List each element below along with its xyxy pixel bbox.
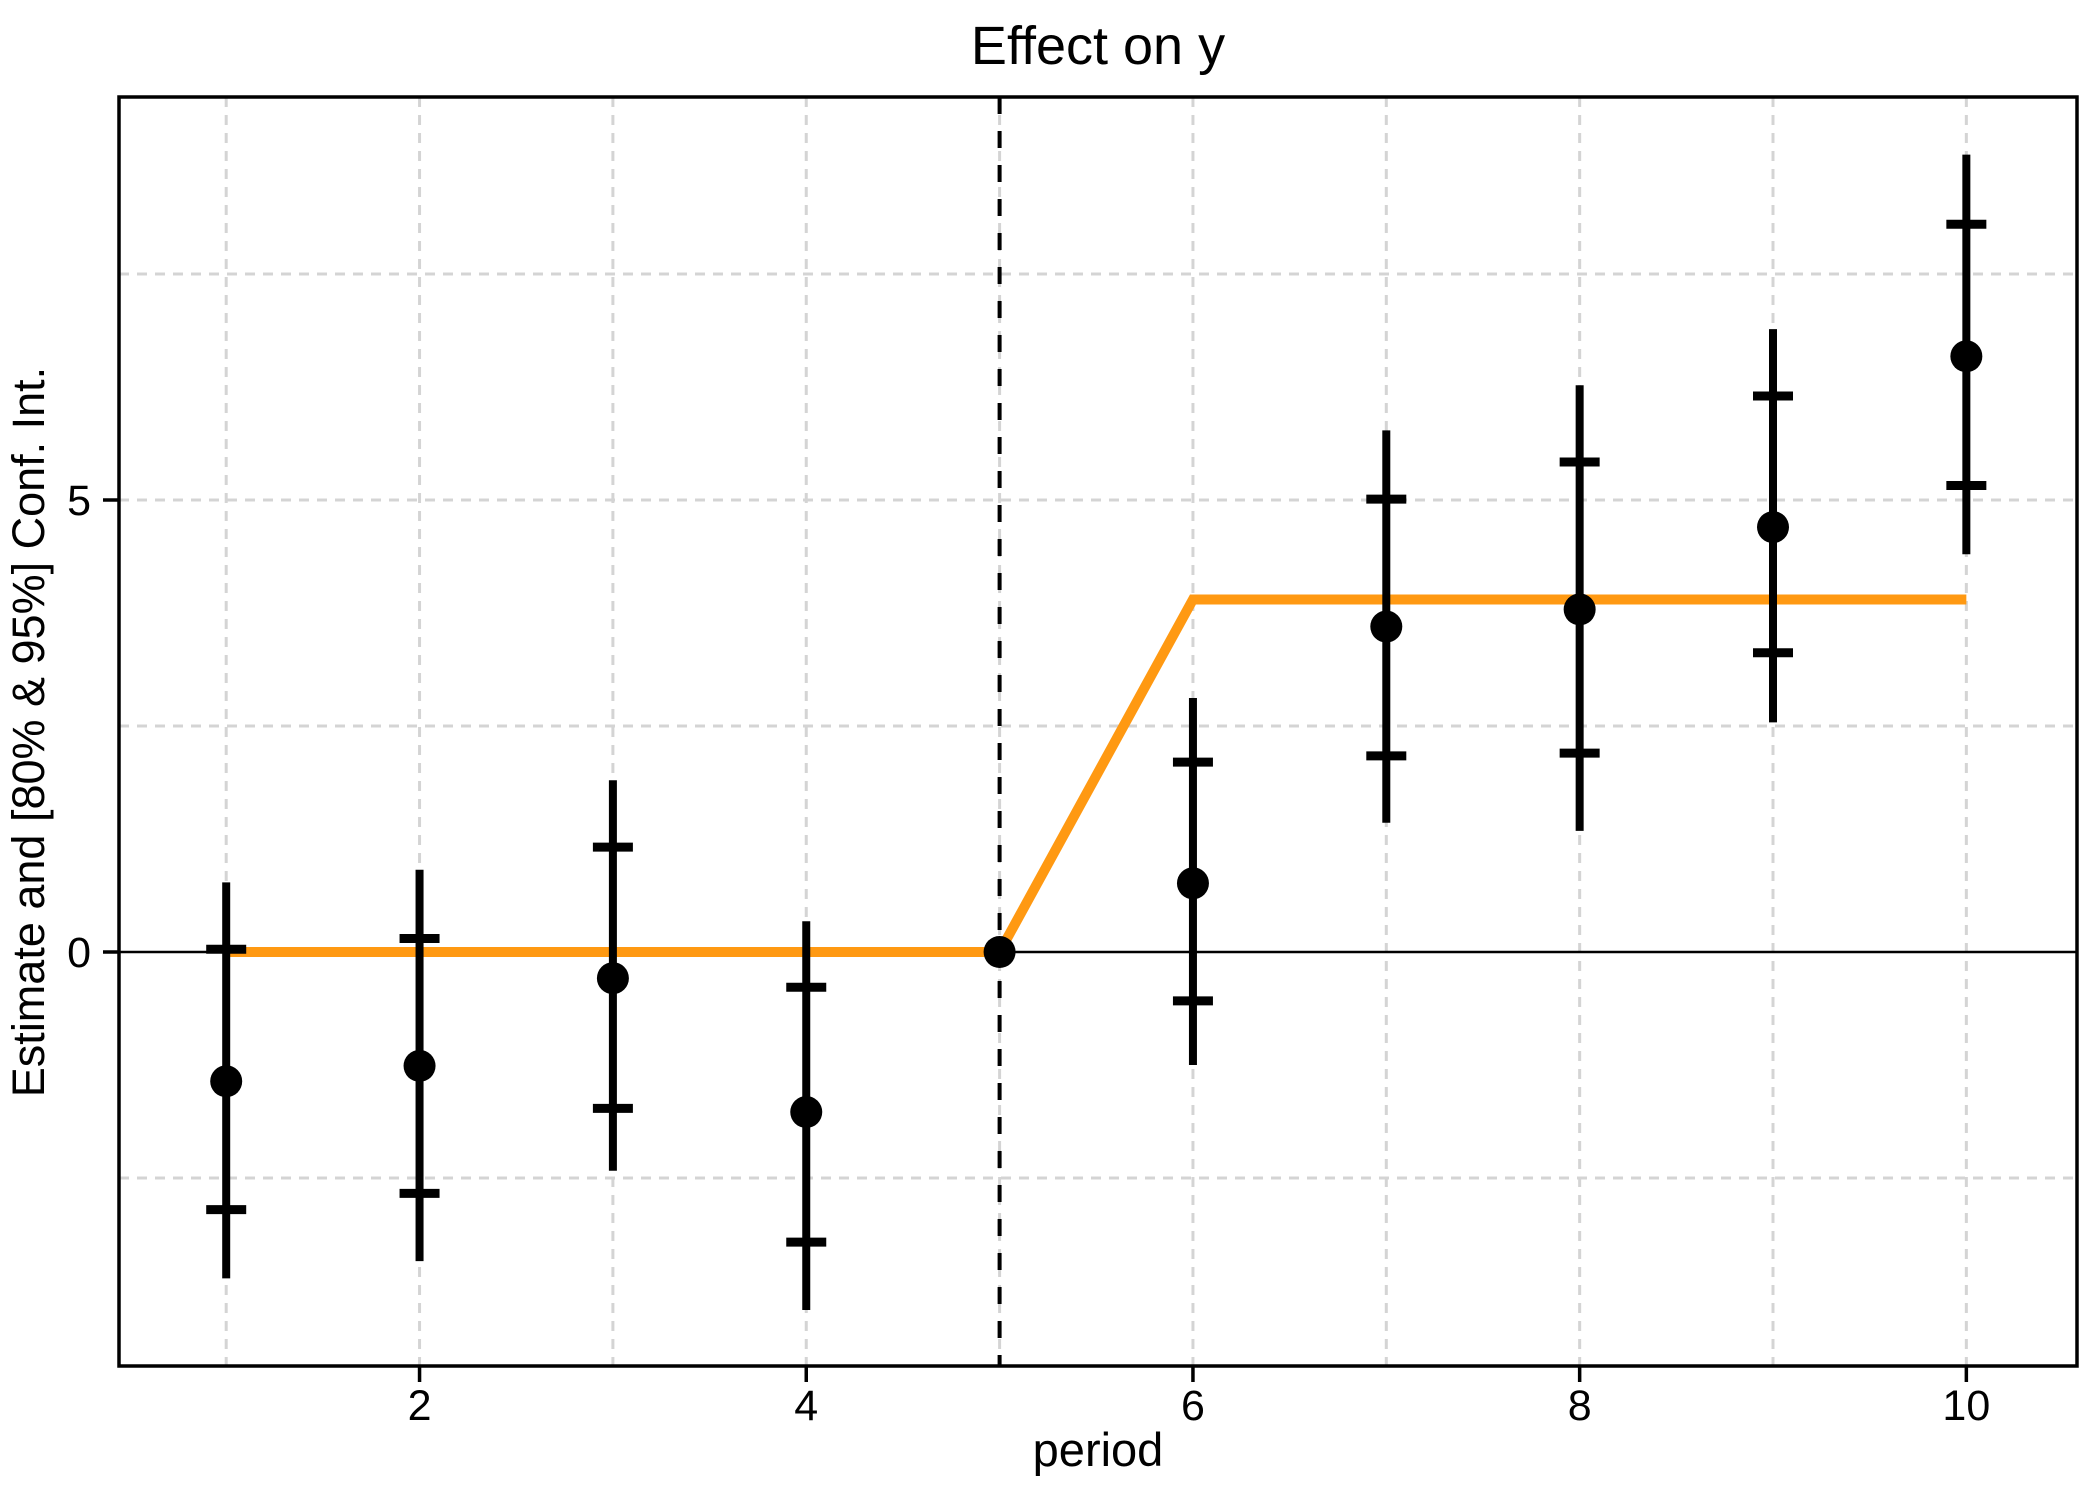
x-tick-label: 8 — [1568, 1382, 1592, 1430]
data-points-layer — [210, 340, 1983, 1129]
x-axis-title: period — [1033, 1423, 1164, 1476]
plot-frame — [117, 95, 2079, 1368]
x-tick-label: 2 — [408, 1382, 432, 1430]
x-tick-label: 10 — [1942, 1382, 1990, 1430]
estimate-point — [1176, 867, 1209, 900]
estimate-point — [1563, 593, 1596, 626]
estimate-point — [403, 1049, 436, 1082]
grid-layer — [119, 97, 2077, 1366]
chart-title: Effect on y — [971, 16, 1225, 76]
estimate-point — [1757, 511, 1789, 544]
x-tick-label: 4 — [794, 1382, 818, 1430]
estimate-point — [1370, 610, 1403, 643]
axis-ticks-layer: 2 4 6 8 10 0 5 — [67, 477, 1990, 1430]
y-tick-label: 0 — [67, 929, 91, 977]
error-bars-layer — [206, 154, 1987, 1310]
estimate-point — [210, 1065, 243, 1098]
estimate-point-reference — [983, 936, 1016, 968]
estimate-point — [596, 962, 629, 995]
reference-lines — [119, 97, 2077, 1366]
y-axis-title: Estimate and [80% & 95%] Conf. Int. — [3, 367, 54, 1097]
estimate-point — [1950, 340, 1983, 373]
true-effect-line-layer — [226, 594, 1967, 957]
plot-frame-layer — [117, 95, 2079, 1368]
x-tick-label: 6 — [1181, 1382, 1205, 1430]
estimate-point — [790, 1096, 823, 1129]
y-tick-label: 5 — [67, 477, 91, 525]
true-effect-line — [226, 594, 1967, 957]
